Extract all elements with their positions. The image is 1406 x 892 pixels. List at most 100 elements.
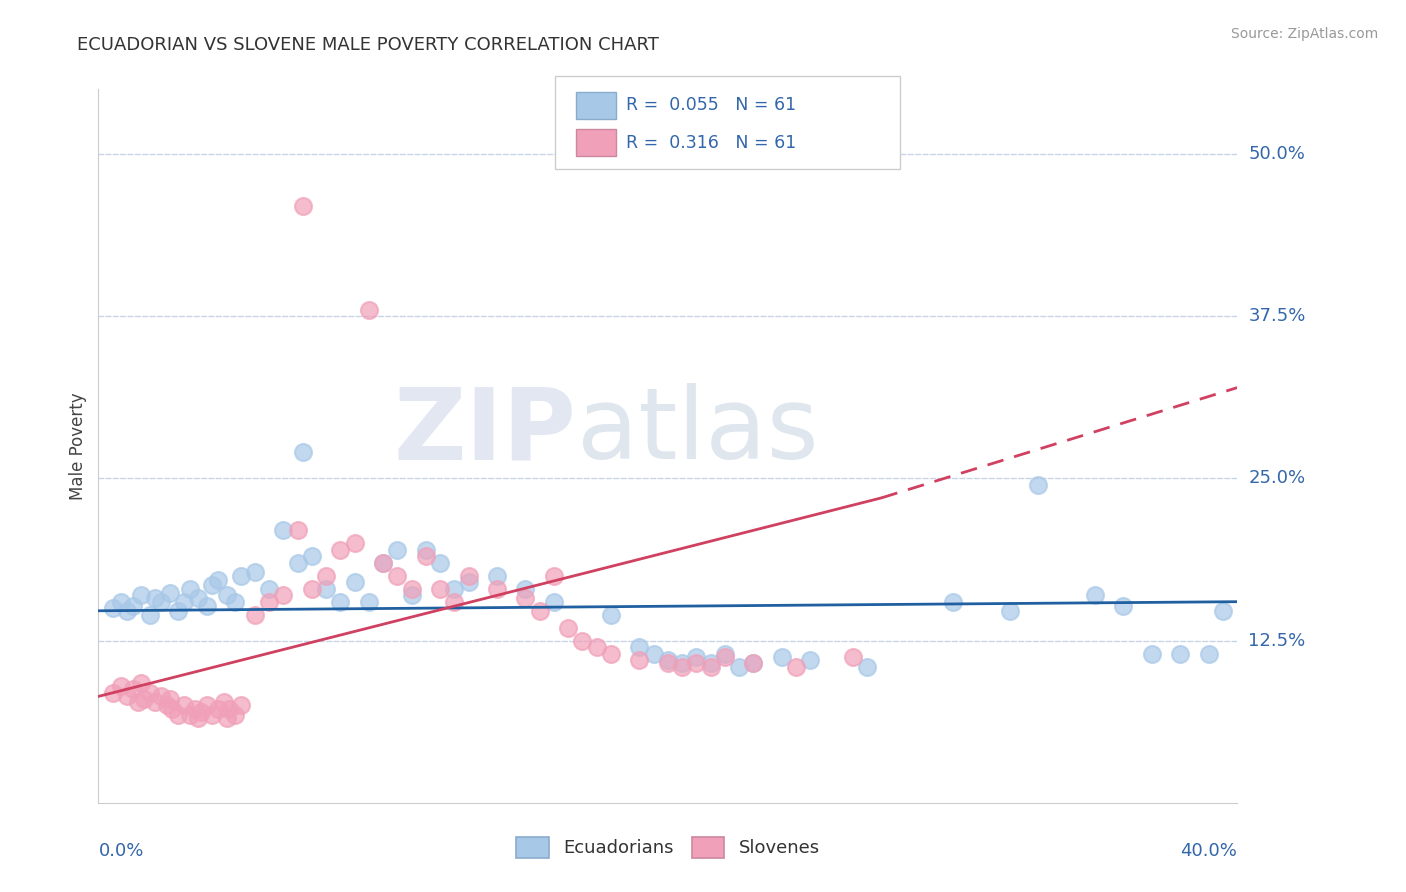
Point: [628, 640, 651, 654]
Point: [942, 595, 965, 609]
Point: [273, 588, 295, 602]
Point: [415, 549, 437, 564]
Point: [132, 692, 155, 706]
Point: [543, 568, 565, 582]
Point: [110, 679, 132, 693]
Point: [127, 695, 149, 709]
Text: 37.5%: 37.5%: [1249, 307, 1306, 326]
Point: [742, 656, 765, 670]
Point: [1198, 647, 1220, 661]
Point: [218, 702, 240, 716]
Point: [207, 573, 229, 587]
Point: [387, 568, 409, 582]
Point: [685, 656, 707, 670]
Point: [215, 711, 238, 725]
Point: [401, 582, 423, 596]
Point: [224, 595, 246, 609]
Point: [671, 656, 693, 670]
Point: [742, 656, 765, 670]
Point: [179, 707, 201, 722]
Legend: Ecuadorians, Slovenes: Ecuadorians, Slovenes: [509, 830, 827, 865]
Point: [515, 582, 537, 596]
Point: [585, 640, 607, 654]
Point: [373, 556, 395, 570]
Point: [110, 595, 132, 609]
Point: [571, 633, 593, 648]
Point: [292, 199, 315, 213]
Point: [187, 591, 209, 605]
Point: [799, 653, 821, 667]
Point: [429, 556, 451, 570]
Point: [159, 692, 181, 706]
Point: [357, 595, 380, 609]
Point: [292, 445, 315, 459]
Point: [207, 702, 229, 716]
Point: [486, 582, 509, 596]
Point: [138, 607, 160, 622]
Point: [770, 650, 793, 665]
Point: [443, 582, 465, 596]
Point: [643, 647, 665, 661]
Point: [243, 565, 266, 579]
Point: [543, 595, 565, 609]
Point: [121, 681, 143, 696]
Point: [1170, 647, 1192, 661]
Point: [1026, 478, 1049, 492]
Point: [287, 556, 309, 570]
Point: [401, 588, 423, 602]
Point: [856, 659, 879, 673]
Point: [373, 556, 395, 570]
Point: [842, 650, 865, 665]
Point: [357, 302, 380, 317]
Point: [179, 582, 201, 596]
Point: [259, 595, 281, 609]
Text: atlas: atlas: [576, 384, 818, 480]
Point: [329, 542, 352, 557]
Point: [714, 647, 737, 661]
Point: [173, 698, 195, 713]
Point: [728, 659, 751, 673]
Point: [195, 698, 218, 713]
Point: [699, 659, 721, 673]
Point: [343, 536, 366, 550]
Point: [201, 707, 224, 722]
Point: [173, 595, 195, 609]
Text: 50.0%: 50.0%: [1249, 145, 1305, 163]
Point: [457, 568, 479, 582]
Point: [443, 595, 465, 609]
Point: [785, 659, 807, 673]
Point: [343, 575, 366, 590]
Point: [167, 604, 190, 618]
Point: [129, 676, 152, 690]
Point: [190, 705, 212, 719]
Point: [229, 568, 252, 582]
Point: [156, 698, 179, 713]
Point: [1084, 588, 1107, 602]
Text: 40.0%: 40.0%: [1181, 842, 1237, 860]
Point: [515, 591, 537, 605]
Point: [150, 595, 173, 609]
Text: Source: ZipAtlas.com: Source: ZipAtlas.com: [1230, 27, 1378, 41]
Text: R =  0.055   N = 61: R = 0.055 N = 61: [626, 96, 796, 114]
Point: [699, 656, 721, 670]
Point: [215, 588, 238, 602]
Point: [115, 690, 138, 704]
Point: [1112, 599, 1135, 613]
Point: [600, 647, 623, 661]
Point: [187, 711, 209, 725]
Point: [301, 549, 323, 564]
Point: [998, 604, 1021, 618]
Point: [657, 653, 679, 667]
Point: [145, 695, 167, 709]
Point: [685, 650, 707, 665]
Point: [101, 685, 124, 699]
Text: ECUADORIAN VS SLOVENE MALE POVERTY CORRELATION CHART: ECUADORIAN VS SLOVENE MALE POVERTY CORRE…: [77, 36, 659, 54]
Y-axis label: Male Poverty: Male Poverty: [69, 392, 87, 500]
Point: [145, 591, 167, 605]
Point: [329, 595, 352, 609]
Point: [224, 707, 246, 722]
Point: [457, 575, 479, 590]
Point: [287, 524, 309, 538]
Point: [600, 607, 623, 622]
Point: [229, 698, 252, 713]
